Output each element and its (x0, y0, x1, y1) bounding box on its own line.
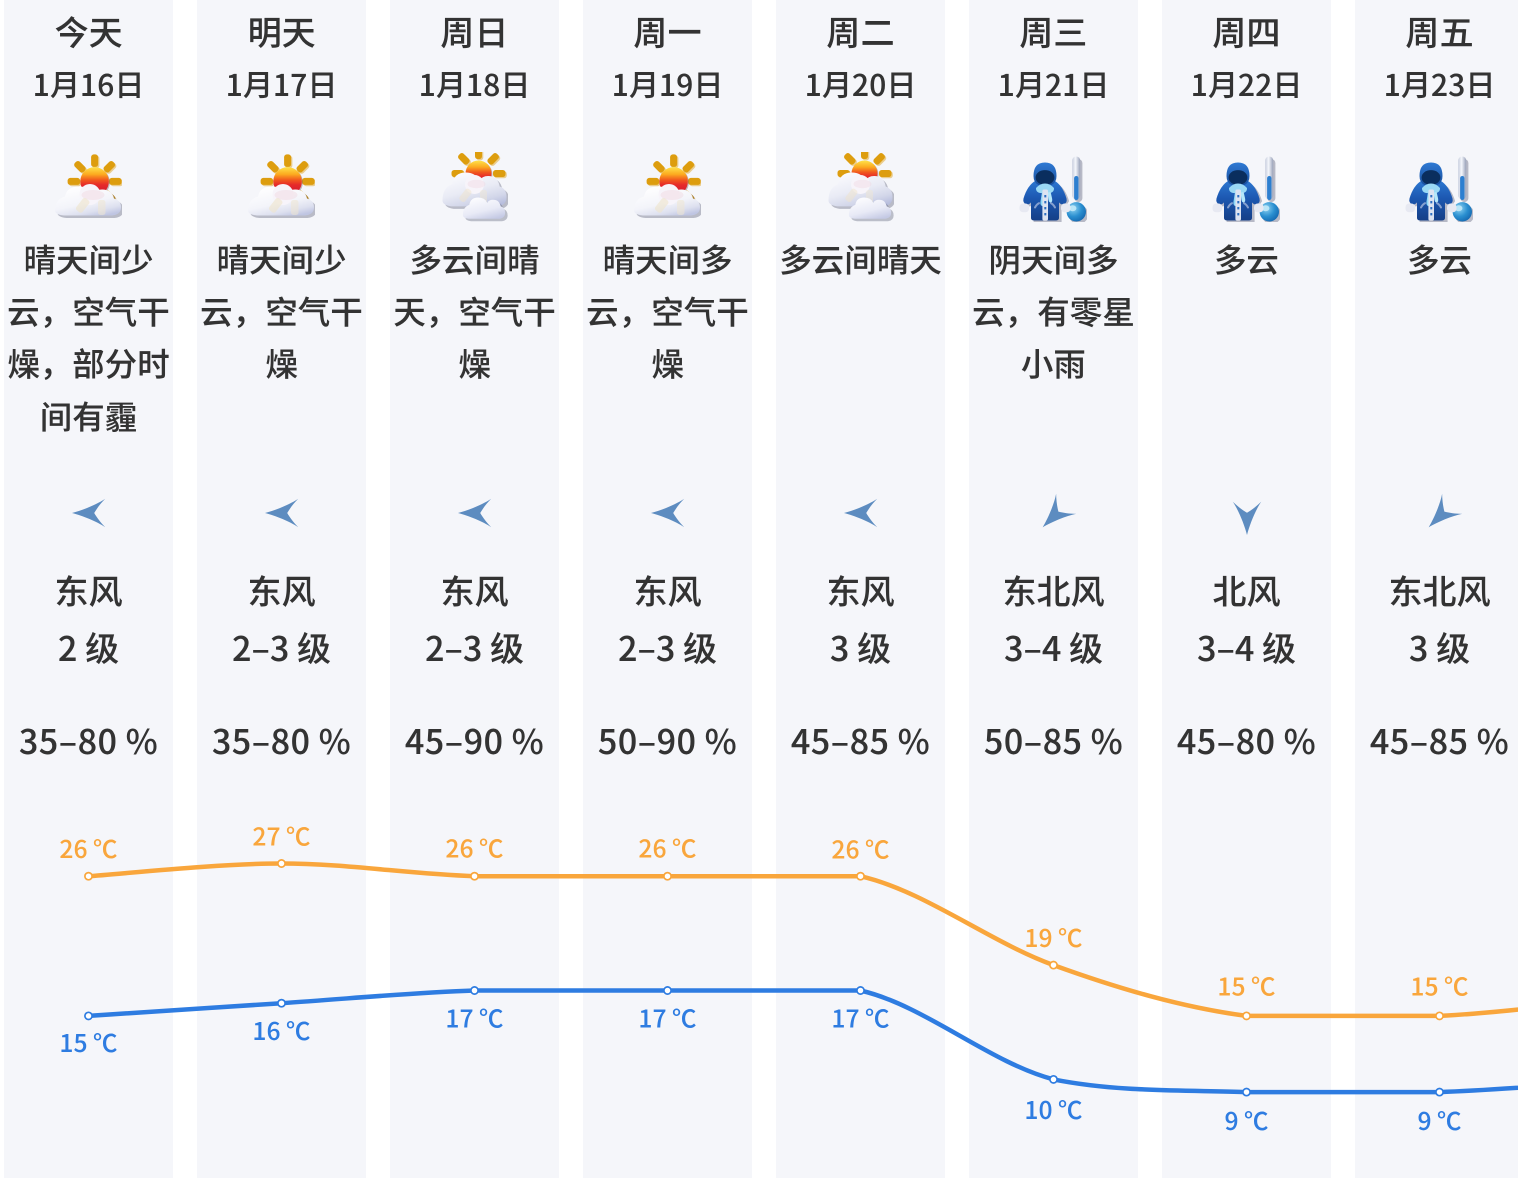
svg-text:9 ℃: 9 ℃ (1224, 1103, 1268, 1138)
svg-text:10 ℃: 10 ℃ (1024, 1092, 1082, 1127)
svg-text:15 ℃: 15 ℃ (59, 1025, 117, 1060)
svg-text:17 ℃: 17 ℃ (445, 1001, 503, 1036)
svg-text:26 ℃: 26 ℃ (445, 831, 503, 866)
svg-text:15 ℃: 15 ℃ (1217, 969, 1275, 1004)
svg-text:27 ℃: 27 ℃ (252, 819, 310, 854)
svg-text:16 ℃: 16 ℃ (252, 1013, 310, 1048)
svg-text:15 ℃: 15 ℃ (1410, 969, 1468, 1004)
svg-text:9 ℃: 9 ℃ (1417, 1103, 1461, 1138)
svg-text:17 ℃: 17 ℃ (638, 1001, 696, 1036)
svg-text:26 ℃: 26 ℃ (638, 831, 696, 866)
svg-text:26 ℃: 26 ℃ (831, 832, 889, 867)
svg-text:19 ℃: 19 ℃ (1024, 920, 1082, 955)
svg-text:26 ℃: 26 ℃ (59, 831, 117, 866)
svg-text:17 ℃: 17 ℃ (831, 1001, 889, 1036)
